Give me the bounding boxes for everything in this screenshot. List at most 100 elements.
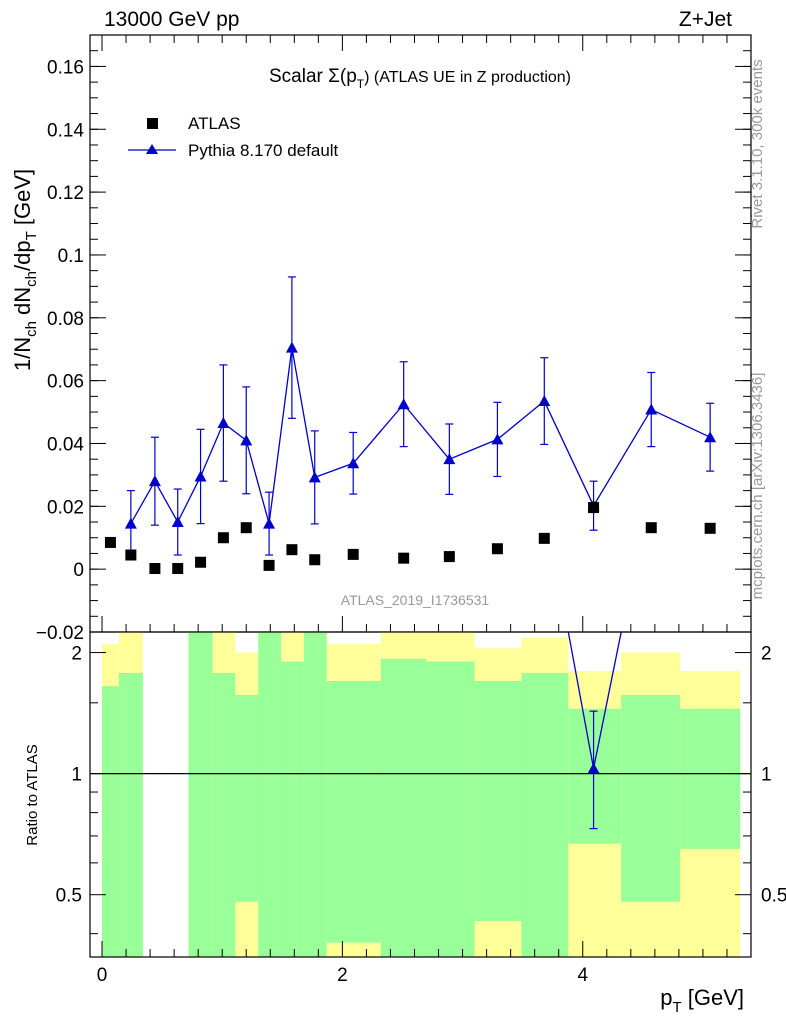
atlas-point	[538, 532, 550, 544]
xlabel: pT [GeV]	[660, 985, 744, 1016]
atlas-point	[217, 532, 229, 544]
chart-title: Scalar Σ(pT) (ATLAS UE in Z production)	[269, 66, 571, 91]
atlas-point	[309, 554, 321, 566]
main-ytick-label: −0.02	[36, 623, 84, 644]
legend: ATLAS Pythia 8.170 default	[128, 114, 339, 160]
pythia-point	[491, 433, 504, 445]
ratio-band-green	[118, 672, 143, 957]
ratio-ytick-label: 2	[71, 644, 82, 665]
legend-atlas-marker	[147, 118, 158, 129]
atlas-point	[195, 556, 207, 568]
ratio-band-green	[426, 661, 475, 957]
pythia-point	[645, 403, 658, 415]
ratio-ytick-label-right: 1	[761, 765, 772, 786]
ratio-band-green	[102, 686, 119, 957]
ratio-xtick-labels: 0 2 4	[97, 965, 589, 986]
pythia-point	[240, 434, 253, 446]
ratio-ylabel: Ratio to ATLAS	[24, 744, 41, 845]
ratio-band-green	[680, 708, 741, 849]
ratio-ytick-label-right: 0.5	[761, 886, 786, 907]
pythia-point	[308, 471, 321, 483]
ratio-ytick-labels: 0.5 0.5 1 1 2 2	[56, 644, 786, 907]
mcplots-label: mcplots.cern.ch [arXiv:1306.3436]	[749, 373, 766, 600]
pythia-point	[538, 395, 551, 407]
ratio-band-green	[380, 658, 427, 957]
atlas-point	[104, 536, 116, 548]
header-right-label: Z+Jet	[679, 8, 732, 31]
ratio-marks	[90, 631, 751, 830]
ratio-band-green	[474, 680, 522, 922]
ratio-band-green	[281, 661, 304, 957]
atlas-point	[588, 502, 600, 514]
atlas-point	[149, 563, 161, 575]
atlas-point	[172, 563, 184, 575]
main-ytick-label: 0.06	[47, 372, 84, 393]
legend-pythia-label: Pythia 8.170 default	[188, 141, 339, 160]
atlas-point	[263, 559, 275, 571]
ratio-xtick-label: 2	[337, 965, 348, 986]
pythia-point	[347, 457, 360, 469]
ratio-ytick-label: 1	[71, 765, 82, 786]
main-ytick-label: 0.14	[47, 120, 84, 141]
ratio-frame	[89, 631, 752, 958]
ratio-ytick-label-right: 2	[761, 644, 772, 665]
pythia-point	[397, 398, 410, 410]
atlas-point	[704, 522, 716, 534]
title-rest: ) (ATLAS UE in Z production)	[364, 69, 571, 86]
header-left-label: 13000 GeV pp	[104, 8, 239, 31]
main-ytick-label: 0	[73, 560, 84, 581]
main-marks	[104, 276, 717, 575]
pythia-point	[171, 516, 184, 528]
ratio-band-green	[235, 694, 259, 902]
ratio-band-green	[258, 632, 282, 957]
atlas-point	[443, 551, 455, 563]
ratio-pythia-point	[587, 762, 600, 774]
ratio-band-green	[521, 672, 569, 957]
ratio-xtick-label: 4	[577, 965, 588, 986]
ratio-band-green	[212, 672, 236, 957]
main-ytick-label: 0.02	[47, 497, 84, 518]
main-ytick-label: 0.08	[47, 309, 84, 330]
ratio-bands	[102, 632, 741, 957]
main-ytick-labels: −0.02 0 0.02 0.04 0.06 0.08 0.1 0.12 0.14 0.16	[36, 57, 85, 644]
ratio-band-green	[303, 632, 327, 957]
legend-pythia-marker	[146, 144, 158, 154]
atlas-point	[240, 522, 252, 534]
ratio-ytick-label: 0.5	[56, 886, 82, 907]
main-ticks	[90, 35, 751, 633]
main-ytick-label: 0.16	[47, 57, 84, 78]
atlas-point	[491, 543, 503, 555]
pythia-line	[130, 347, 711, 524]
atlas-point	[645, 522, 657, 534]
pythia-point	[148, 475, 161, 487]
main-ytick-label: 0.04	[47, 434, 84, 455]
ratio-xtick-label: 0	[97, 965, 108, 986]
atlas-point	[398, 552, 410, 564]
pythia-point	[704, 431, 717, 443]
ratio-band-green	[568, 708, 622, 844]
rivet-label: Rivet 3.1.10, 300k events	[749, 59, 766, 228]
ratio-band-green	[326, 680, 381, 943]
main-panel: −0.02 0 0.02 0.04 0.06 0.08 0.1 0.12 0.14 0.16 Sc…	[10, 34, 752, 644]
analysis-id: ATLAS_2019_I1736531	[341, 592, 490, 608]
atlas-point	[286, 544, 298, 556]
pythia-point	[217, 417, 230, 429]
ratio-band-green	[621, 694, 681, 902]
ratio-panel: 0.5 0.5 1 1 2 2 0 2 4 Ratio to ATLAS pT [GeV]	[24, 631, 786, 1016]
pythia-point	[194, 470, 207, 482]
pythia-point	[124, 517, 137, 529]
main-ytick-label: 0.1	[58, 246, 84, 267]
atlas-point	[347, 548, 359, 560]
main-ytick-label: 0.12	[47, 183, 84, 204]
pythia-point	[285, 341, 298, 353]
title-sub: T	[357, 77, 365, 91]
title-main: Scalar Σ(p	[269, 66, 357, 87]
legend-atlas-label: ATLAS	[188, 114, 241, 133]
pythia-point	[443, 453, 456, 465]
ratio-ticks	[90, 652, 751, 957]
pythia-point	[263, 517, 276, 529]
atlas-point	[125, 549, 137, 561]
main-ylabel: 1/Nch dNch/dpT [GeV]	[10, 169, 40, 371]
ratio-band-green	[188, 632, 213, 957]
